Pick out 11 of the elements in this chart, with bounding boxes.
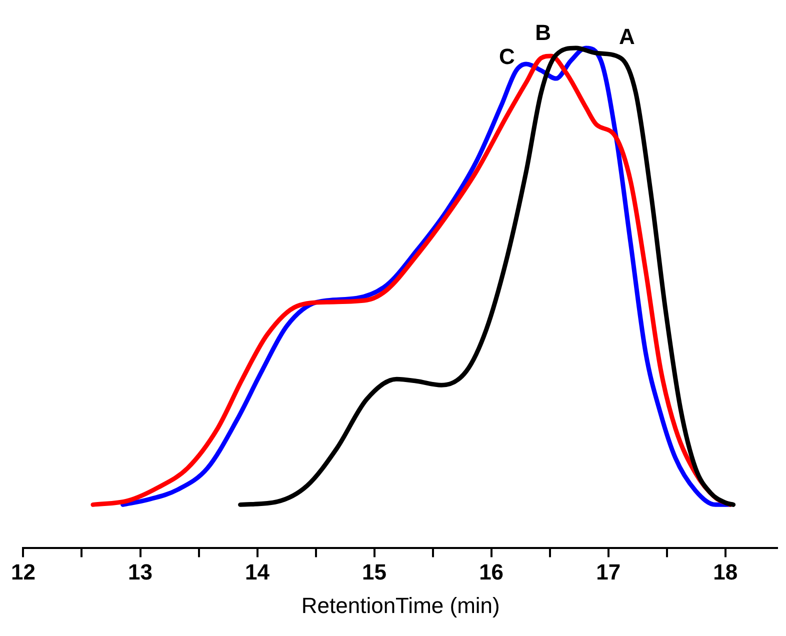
x-tick-label: 15 — [362, 559, 387, 584]
x-tick-label: 13 — [128, 559, 152, 584]
series-label: B — [535, 20, 552, 46]
x-tick-label: 16 — [479, 559, 504, 584]
x-tick-label: 17 — [596, 559, 621, 584]
series-label: C — [499, 44, 516, 70]
x-axis-title: RetentionTime (min) — [301, 592, 500, 618]
x-tick-label: 12 — [10, 559, 36, 584]
x-tick-label: 14 — [245, 559, 270, 584]
series-label: A — [618, 24, 635, 50]
x-tick-label: 18 — [713, 559, 738, 584]
